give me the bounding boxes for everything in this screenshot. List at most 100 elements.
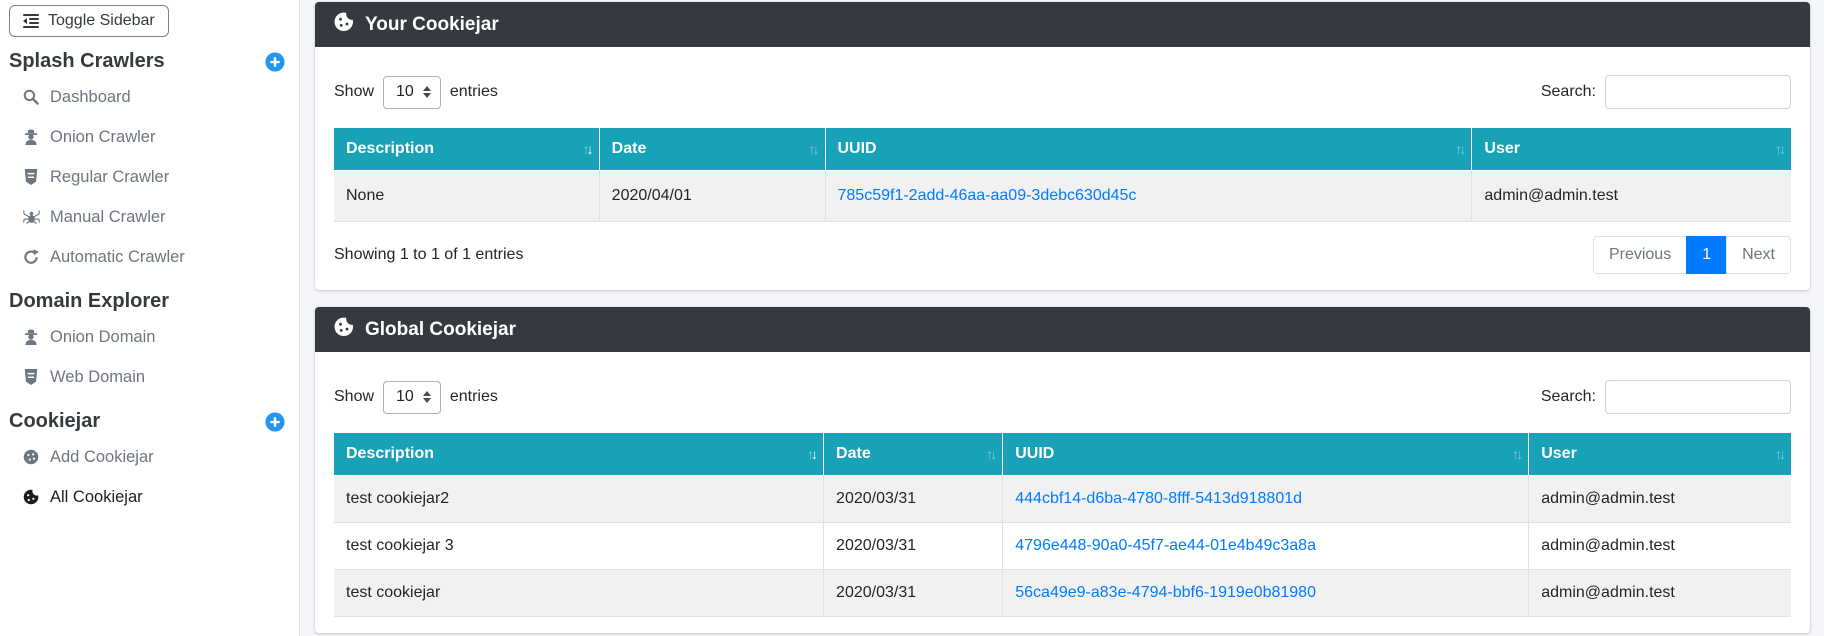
cell-user: admin@admin.test xyxy=(1528,475,1791,523)
sort-icons: ↑↓ xyxy=(1775,446,1786,462)
section-title: Domain Explorer xyxy=(9,290,170,312)
column-header-uuid[interactable]: UUID ↑↓ xyxy=(824,127,1473,171)
column-header-uuid[interactable]: UUID ↑↓ xyxy=(1002,432,1530,476)
cell-date: 2020/04/01 xyxy=(598,170,826,222)
sidebar-item-label: Add Cookiejar xyxy=(50,447,154,466)
page-length-control: Show 10 entries xyxy=(334,380,498,414)
cell-user: admin@admin.test xyxy=(1528,569,1791,617)
your-cookiejar-table: Description ↑↓ Date ↑↓ UUID ↑↓ xyxy=(334,127,1791,222)
sort-icons: ↑↓ xyxy=(1455,141,1466,157)
sort-icons: ↑↓ xyxy=(807,446,818,462)
sidebar-item-label: Automatic Crawler xyxy=(50,247,185,266)
column-header-user[interactable]: User ↑↓ xyxy=(1528,432,1791,476)
cell-user: admin@admin.test xyxy=(1528,522,1791,570)
pagination: Previous 1 Next xyxy=(1592,236,1791,274)
sidebar-item-regular-crawler[interactable]: Regular Crawler xyxy=(9,157,285,197)
search-icon xyxy=(22,89,40,105)
column-header-date[interactable]: Date ↑↓ xyxy=(823,432,1004,476)
column-label: User xyxy=(1541,445,1577,462)
pagination-page-1[interactable]: 1 xyxy=(1686,236,1728,274)
sidebar-item-dashboard[interactable]: Dashboard xyxy=(9,77,285,117)
column-header-description[interactable]: Description ↑↓ xyxy=(334,432,825,476)
page-size-value: 10 xyxy=(396,388,414,405)
entries-label: entries xyxy=(449,388,498,405)
sort-icons: ↑↓ xyxy=(808,141,820,157)
column-header-date[interactable]: Date ↑↓ xyxy=(598,127,826,171)
global-cookiejar-table: Description ↑↓ Date ↑↓ UUID ↑↓ xyxy=(334,432,1791,617)
sidebar-item-label: Web Domain xyxy=(50,367,146,386)
sidebar-item-all-cookiejar[interactable]: All Cookiejar xyxy=(9,477,285,517)
sidebar-item-automatic-crawler[interactable]: Automatic Crawler xyxy=(9,237,285,277)
column-label: Description xyxy=(346,140,435,157)
search-input[interactable] xyxy=(1605,75,1791,109)
section-title: Splash Crawlers xyxy=(9,50,165,72)
sidebar: Toggle Sidebar Splash Crawlers Dashboard xyxy=(0,0,300,636)
search-control: Search: xyxy=(1541,380,1791,414)
table-row: None 2020/04/01 785c59f1-2add-46aa-aa09-… xyxy=(334,170,1791,222)
column-label: Description xyxy=(346,445,435,462)
page-size-select[interactable]: 10 xyxy=(383,380,441,414)
cell-description: None xyxy=(334,170,600,222)
main-content: Your Cookiejar Show 10 entries Search: xyxy=(300,0,1824,636)
sidebar-item-label: Regular Crawler xyxy=(50,167,170,186)
sidebar-item-label: Manual Crawler xyxy=(50,207,166,226)
uuid-link[interactable]: 785c59f1-2add-46aa-aa09-3debc630d45c xyxy=(837,187,1137,204)
your-cookiejar-header: Your Cookiejar xyxy=(315,2,1810,47)
cell-description: test cookiejar2 xyxy=(334,475,825,523)
cell-date: 2020/03/31 xyxy=(823,522,1004,570)
sidebar-section-splash-crawlers: Splash Crawlers xyxy=(9,50,285,73)
card-title: Your Cookiejar xyxy=(365,13,499,35)
pagination-previous[interactable]: Previous xyxy=(1592,236,1688,274)
spider-icon xyxy=(22,209,40,225)
sidebar-section-cookiejar: Cookiejar xyxy=(9,410,285,433)
cell-uuid: 444cbf14-d6ba-4780-8fff-5413d918801d xyxy=(1002,475,1530,523)
table-info: Showing 1 to 1 of 1 entries xyxy=(334,246,524,263)
column-header-description[interactable]: Description ↑↓ xyxy=(334,127,600,171)
your-cookiejar-card: Your Cookiejar Show 10 entries Search: xyxy=(315,2,1810,290)
uuid-link[interactable]: 444cbf14-d6ba-4780-8fff-5413d918801d xyxy=(1015,490,1303,507)
sidebar-item-onion-crawler[interactable]: Onion Crawler xyxy=(9,117,285,157)
column-label: UUID xyxy=(837,140,877,157)
sidebar-item-label: All Cookiejar xyxy=(50,487,143,506)
sidebar-section-domain-explorer: Domain Explorer xyxy=(9,290,285,313)
select-caret-icon xyxy=(422,86,431,98)
pagination-next[interactable]: Next xyxy=(1726,236,1791,274)
page-length-control: Show 10 entries xyxy=(334,75,498,109)
entries-label: entries xyxy=(449,83,498,100)
search-input[interactable] xyxy=(1605,380,1791,414)
page-size-select[interactable]: 10 xyxy=(383,75,441,109)
uuid-link[interactable]: 56ca49e9-a83e-4794-bbf6-1919e0b81980 xyxy=(1015,584,1316,601)
cell-date: 2020/03/31 xyxy=(823,569,1004,617)
toggle-sidebar-button[interactable]: Toggle Sidebar xyxy=(9,5,169,37)
cell-description: test cookiejar xyxy=(334,569,825,617)
column-label: User xyxy=(1484,140,1520,157)
user-secret-icon xyxy=(22,129,40,145)
cookie-bite-icon xyxy=(334,8,358,38)
cell-user: admin@admin.test xyxy=(1471,170,1791,222)
sidebar-item-label: Onion Domain xyxy=(50,327,156,346)
sidebar-item-label: Onion Crawler xyxy=(50,127,156,146)
sync-icon xyxy=(22,249,40,265)
page-size-value: 10 xyxy=(396,83,414,100)
global-cookiejar-body: Show 10 entries Search: xyxy=(315,352,1810,633)
show-label: Show xyxy=(334,83,375,100)
global-cookiejar-card: Global Cookiejar Show 10 entries Search: xyxy=(315,307,1810,633)
sidebar-item-onion-domain[interactable]: Onion Domain xyxy=(9,317,285,357)
sidebar-item-web-domain[interactable]: Web Domain xyxy=(9,357,285,397)
cookie-bite-icon xyxy=(22,489,40,505)
search-label: Search: xyxy=(1540,83,1596,100)
column-header-user[interactable]: User ↑↓ xyxy=(1471,127,1791,171)
outdent-icon xyxy=(23,14,39,28)
sort-icons: ↑↓ xyxy=(1512,446,1523,462)
global-cookiejar-header: Global Cookiejar xyxy=(315,307,1810,352)
add-cookiejar-icon[interactable] xyxy=(265,411,285,432)
section-title: Cookiejar xyxy=(9,410,101,432)
sidebar-item-add-cookiejar[interactable]: Add Cookiejar xyxy=(9,437,285,477)
card-title: Global Cookiejar xyxy=(365,318,516,340)
table-row: test cookiejar 2020/03/31 56ca49e9-a83e-… xyxy=(334,569,1791,617)
add-crawler-icon[interactable] xyxy=(265,51,285,72)
sidebar-item-manual-crawler[interactable]: Manual Crawler xyxy=(9,197,285,237)
search-control: Search: xyxy=(1541,75,1791,109)
cell-uuid: 785c59f1-2add-46aa-aa09-3debc630d45c xyxy=(824,170,1473,222)
uuid-link[interactable]: 4796e448-90a0-45f7-ae44-01e4b49c3a8a xyxy=(1015,537,1316,554)
